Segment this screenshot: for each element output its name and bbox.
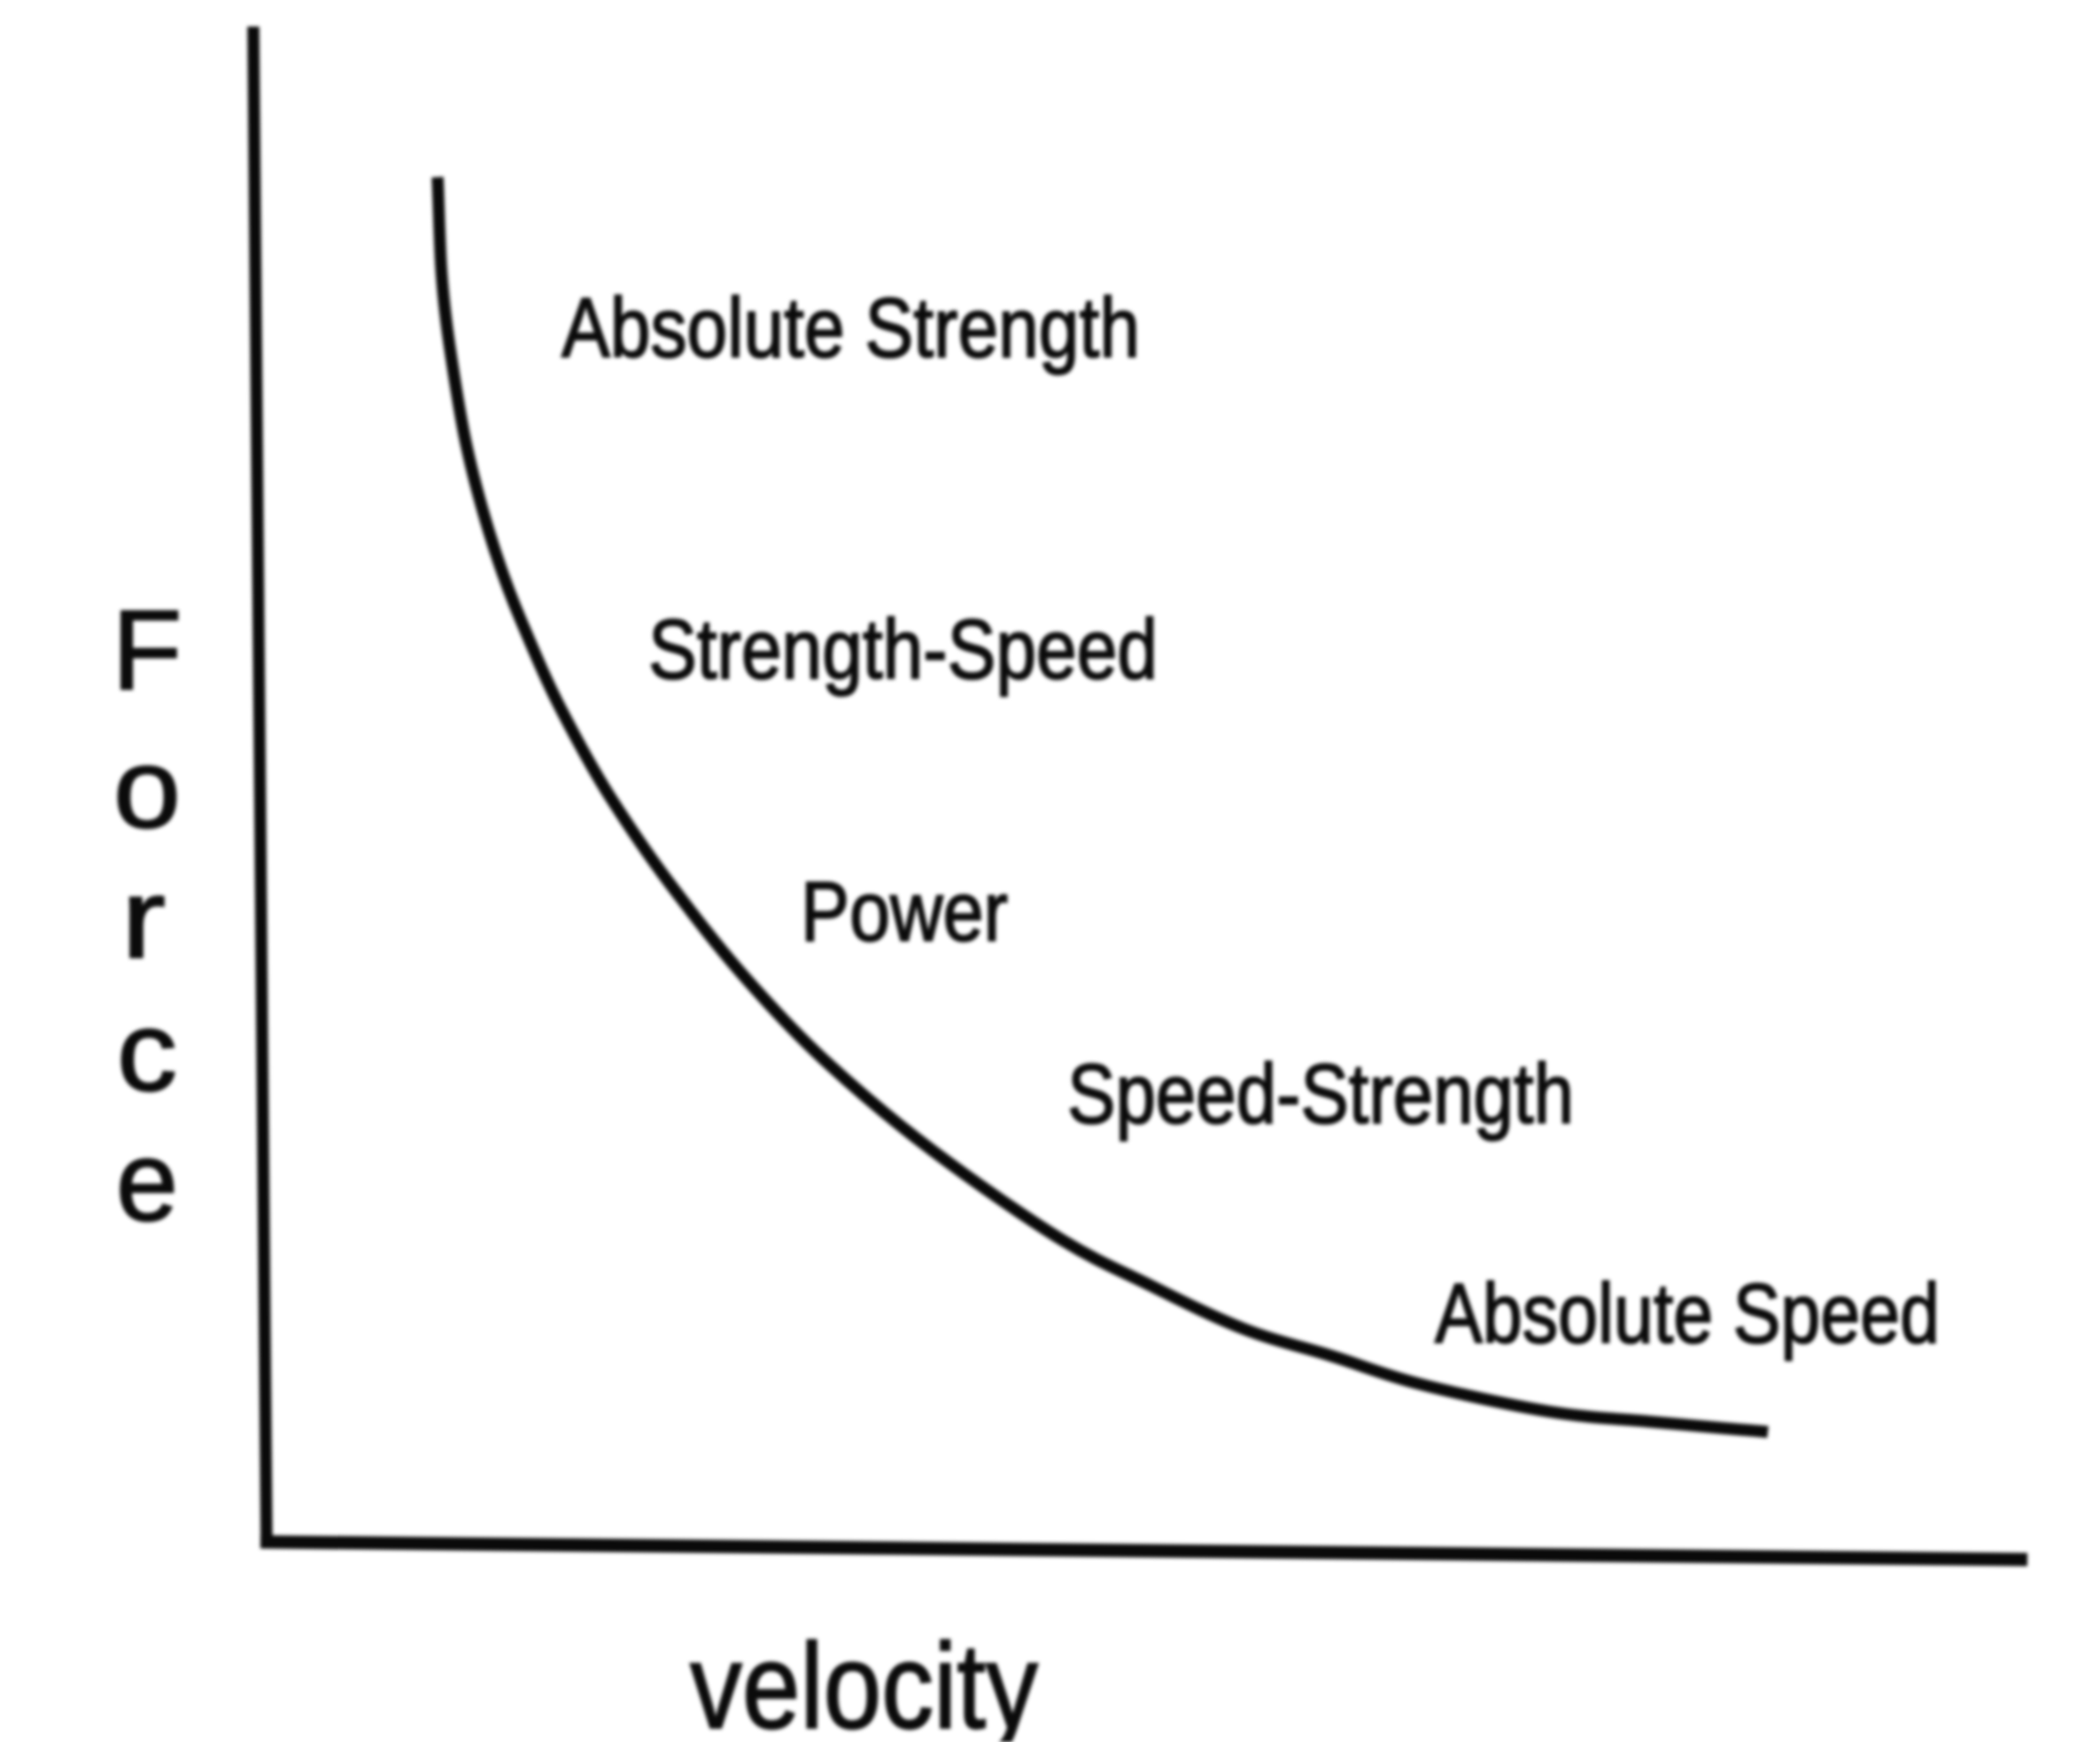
svg-text:velocity: velocity — [690, 1619, 1038, 1742]
svg-text:Strength-Speed: Strength-Speed — [648, 602, 1158, 697]
svg-text:c: c — [117, 988, 177, 1115]
svg-text:Power: Power — [801, 864, 1008, 959]
svg-text:o: o — [113, 725, 181, 852]
svg-text:Absolute Strength: Absolute Strength — [562, 281, 1140, 375]
svg-text:F: F — [112, 587, 182, 714]
svg-text:Absolute Speed: Absolute Speed — [1435, 1266, 1940, 1361]
svg-text:r: r — [121, 856, 166, 982]
svg-text:e: e — [116, 1119, 178, 1245]
svg-text:Speed-Strength: Speed-Strength — [1067, 1047, 1574, 1142]
